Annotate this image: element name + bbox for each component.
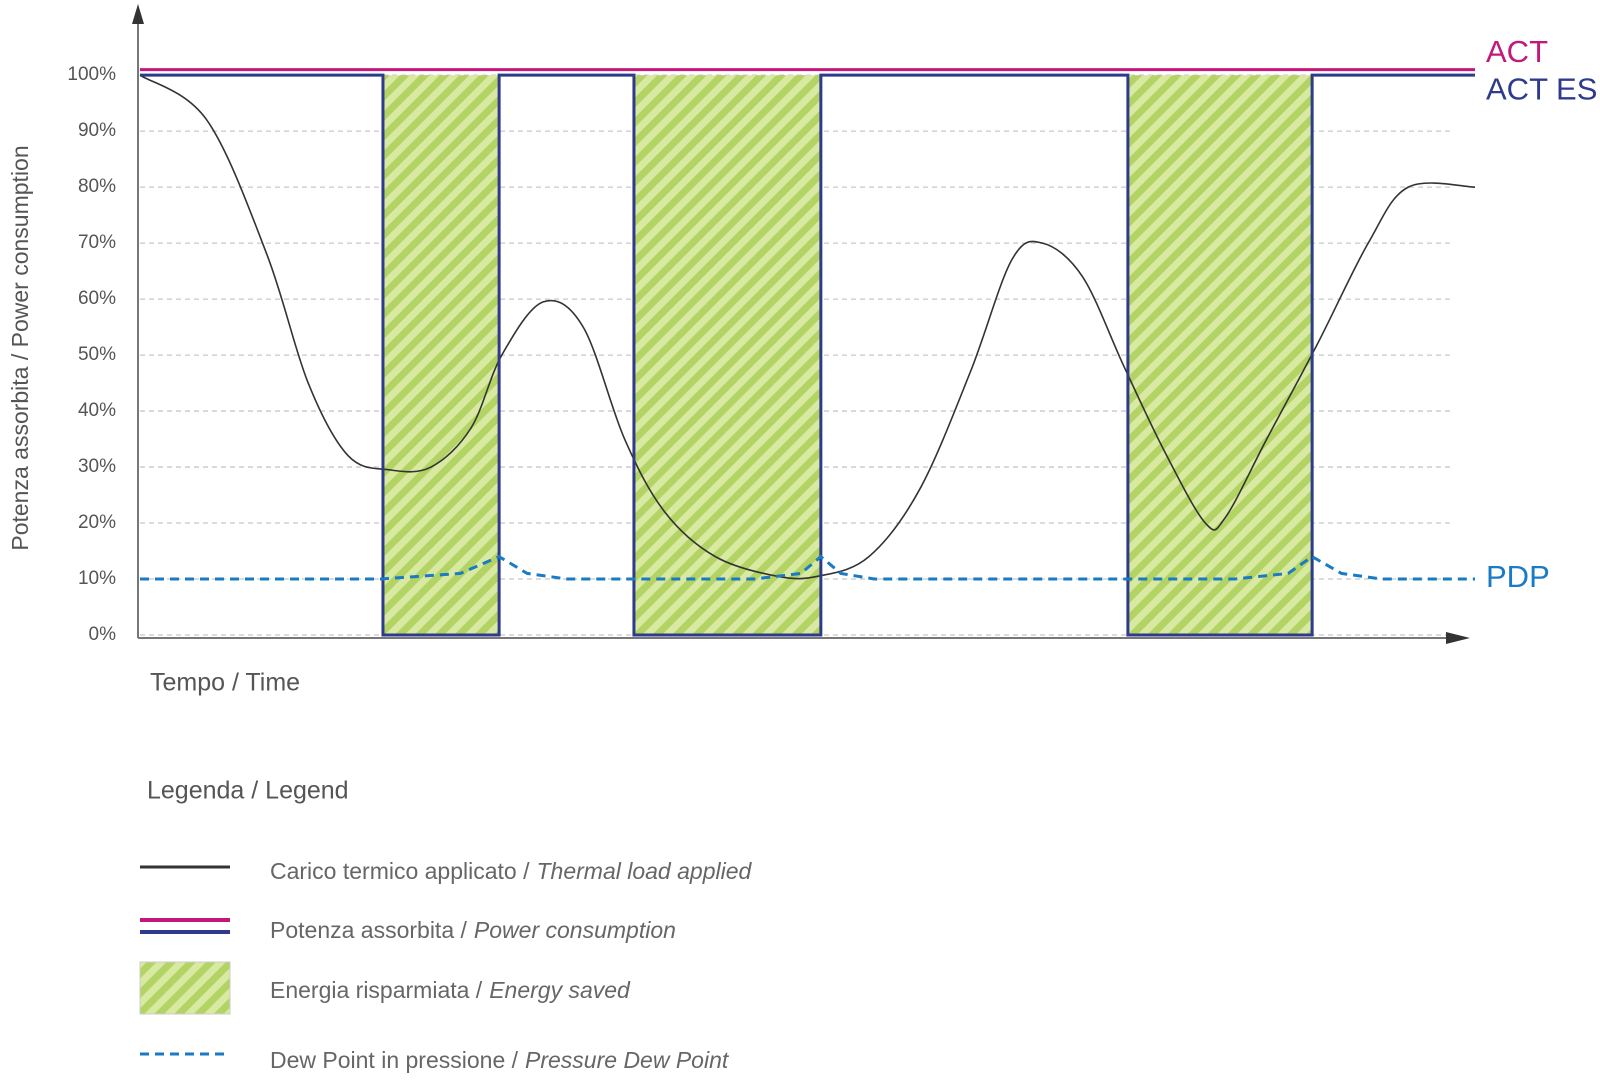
legend-label: Energia risparmiata / Energy saved [270, 977, 631, 1003]
series-line [140, 554, 1475, 581]
y-tick-label: 40% [78, 400, 116, 421]
y-tick-label: 80% [78, 176, 116, 197]
energy-saved-area [382, 75, 500, 635]
y-tick-label: 50% [78, 344, 116, 365]
y-tick-label: 90% [78, 120, 116, 141]
series-end-label: PDP [1486, 559, 1550, 594]
y-tick-label: 0% [89, 624, 117, 645]
y-tick-label: 20% [78, 512, 116, 533]
y-tick-label: 10% [78, 568, 116, 589]
energy-saved-area [1127, 75, 1313, 635]
series-line [140, 73, 1475, 637]
legend-text-italic: Energy saved [489, 977, 631, 1003]
series-end-label: ACT ES [1486, 71, 1597, 106]
y-tick-label: 70% [78, 232, 116, 253]
series-end-label: ACT [1486, 34, 1548, 69]
legend-text-italic: Thermal load applied [537, 858, 753, 884]
y-tick-label: 30% [78, 456, 116, 477]
y-tick-label: 60% [78, 288, 116, 309]
legend-title: Legenda / Legend [147, 777, 349, 805]
y-axis-label: Potenza assorbita / Power consumption [7, 145, 33, 550]
legend-label: Dew Point in pressione / Pressure Dew Poi… [270, 1047, 730, 1073]
legend-label: Carico termico applicato / Thermal load a… [270, 858, 753, 884]
y-axis-arrow [132, 4, 144, 24]
legend-text-italic: Power consumption [474, 917, 676, 943]
legend-text: Energia risparmiata / [270, 977, 483, 1003]
legend-label: Potenza assorbita / Power consumption [270, 917, 676, 943]
legend-swatch [139, 961, 231, 1015]
legend-text: Carico termico applicato / [270, 858, 530, 884]
legend-text-italic: Pressure Dew Point [525, 1047, 730, 1073]
x-axis-arrow [1446, 632, 1470, 644]
energy-saved-area [633, 75, 821, 635]
legend-text: Dew Point in pressione / [270, 1047, 519, 1073]
x-axis-label: Tempo / Time [150, 669, 300, 697]
y-tick-label: 100% [67, 64, 116, 85]
legend-text: Potenza assorbita / [270, 917, 468, 943]
